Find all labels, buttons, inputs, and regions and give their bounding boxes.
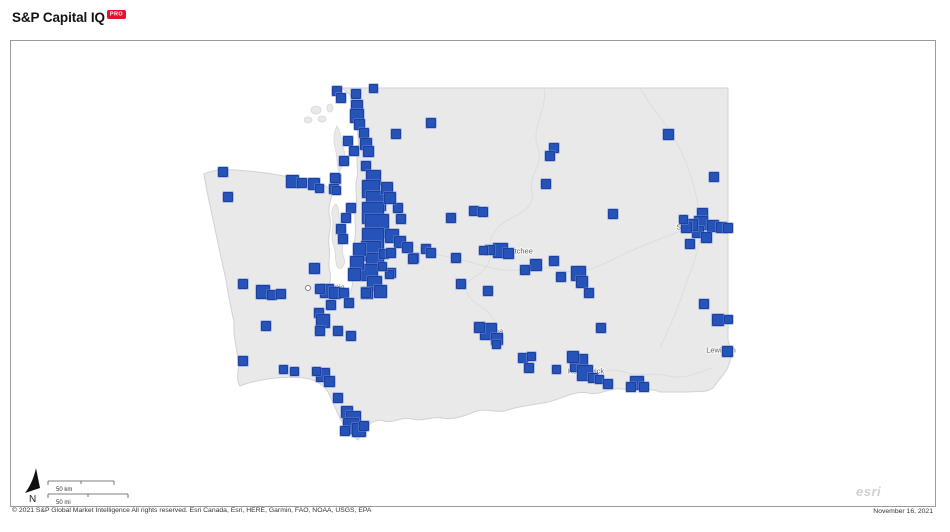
scale-mi-label: 50 mi	[56, 500, 71, 505]
esri-watermark: esri	[856, 484, 882, 499]
map-attribution: © 2021 S&P Global Market Intelligence Al…	[12, 507, 372, 514]
north-arrow-label: N	[29, 494, 36, 504]
map-frame[interactable]	[10, 40, 936, 507]
north-arrow: N	[25, 468, 40, 504]
brand-logo: S&P Capital IQ PRO	[12, 9, 127, 27]
scale-bar: 50 km 50 mi	[47, 480, 129, 505]
scale-km-label: 50 km	[56, 487, 72, 493]
pro-badge: PRO	[106, 9, 127, 19]
map-date: November 16, 2021	[873, 508, 933, 515]
brand-name: S&P Capital IQ	[12, 10, 105, 25]
